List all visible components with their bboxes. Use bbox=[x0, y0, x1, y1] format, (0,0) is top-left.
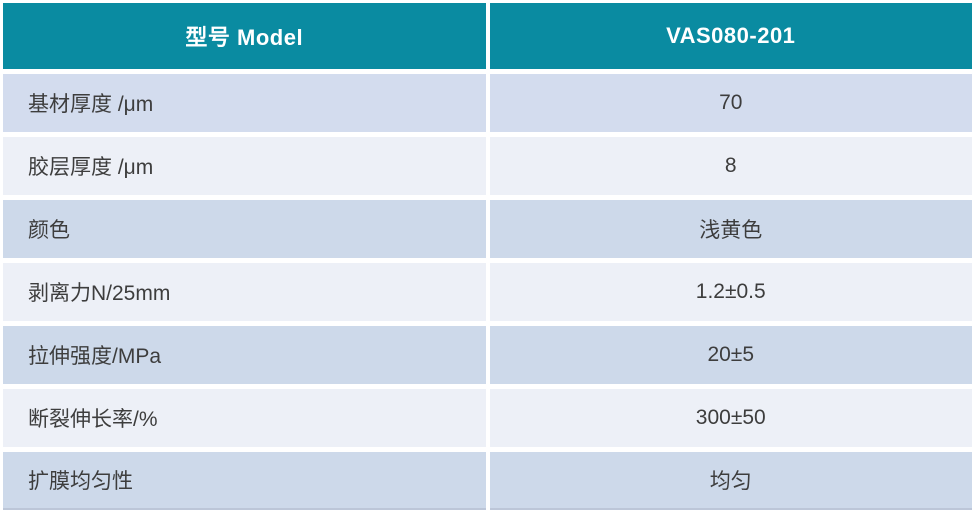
header-model-value-text: VAS080-201 bbox=[666, 23, 796, 48]
row-label: 扩膜均匀性 bbox=[28, 470, 133, 493]
table-row-film-uniformity-label: 扩膜均匀性 bbox=[3, 452, 486, 510]
table-row-adhesive-thickness-value: 8 bbox=[489, 137, 972, 195]
table-row-elongation-label: 断裂伸长率/% bbox=[3, 389, 486, 447]
table-row-elongation-value: 300±50 bbox=[489, 389, 972, 447]
table-row-substrate-thickness-label: 基材厚度 /μm bbox=[3, 74, 486, 132]
table-row-film-uniformity-value: 均匀 bbox=[489, 452, 972, 510]
row-value: 8 bbox=[724, 154, 737, 177]
table-row-color-value: 浅黄色 bbox=[489, 200, 972, 258]
table-header-model-value: VAS080-201 bbox=[489, 3, 972, 69]
table-row-tensile-strength-value: 20±5 bbox=[489, 326, 972, 384]
row-value: 20±5 bbox=[707, 343, 755, 366]
table-row-peel-force-value: 1.2±0.5 bbox=[489, 263, 972, 321]
row-value: 70 bbox=[719, 91, 743, 114]
row-value: 1.2±0.5 bbox=[695, 280, 766, 303]
header-model-label-text: 型号 Model bbox=[185, 25, 304, 50]
row-label: 颜色 bbox=[28, 219, 70, 242]
row-value: 均匀 bbox=[709, 470, 752, 493]
row-value: 浅黄色 bbox=[699, 219, 763, 242]
row-label: 剥离力N/25mm bbox=[28, 282, 171, 305]
table-row-tensile-strength-label: 拉伸强度/MPa bbox=[3, 326, 486, 384]
product-spec-table: 型号 Model VAS080-201 基材厚度 /μm 70 胶层厚度 /μm… bbox=[3, 3, 972, 510]
row-label: 胶层厚度 /μm bbox=[28, 156, 154, 179]
row-value: 300±50 bbox=[695, 406, 766, 429]
row-label: 断裂伸长率/% bbox=[28, 408, 158, 431]
row-label: 基材厚度 /μm bbox=[28, 93, 154, 116]
table-row-peel-force-label: 剥离力N/25mm bbox=[3, 263, 486, 321]
table-row-color-label: 颜色 bbox=[3, 200, 486, 258]
table-row-adhesive-thickness-label: 胶层厚度 /μm bbox=[3, 137, 486, 195]
row-label: 拉伸强度/MPa bbox=[28, 345, 162, 368]
table-header-model-label: 型号 Model bbox=[3, 3, 486, 69]
table-row-substrate-thickness-value: 70 bbox=[489, 74, 972, 132]
